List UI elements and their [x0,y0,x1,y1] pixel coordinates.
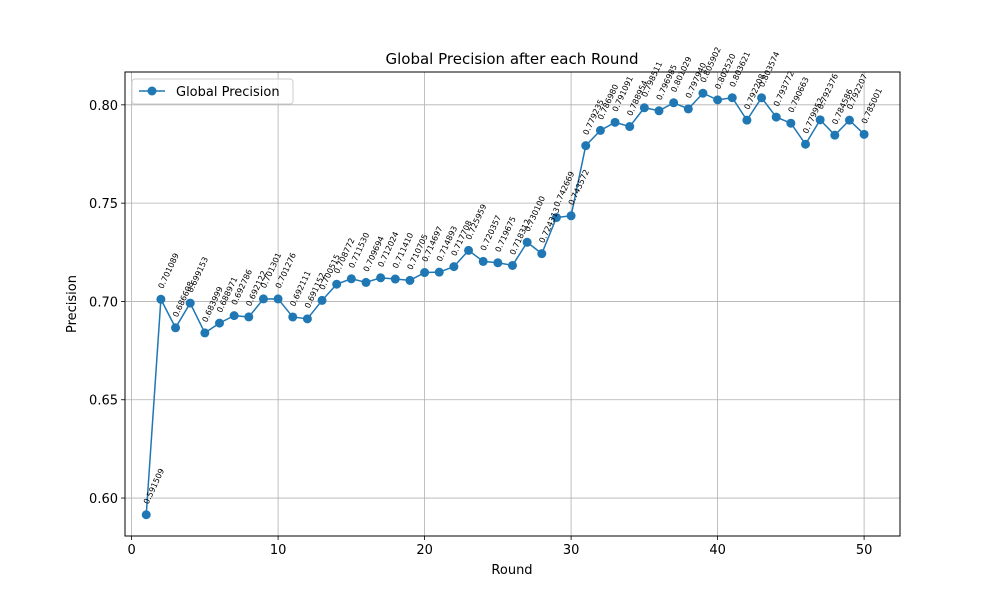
axis-ticks: 0 10 20 30 40 50 0.60 0.65 0.70 0.75 0.80 [89,99,872,558]
x-tick-label: 20 [416,543,433,558]
data-point [200,328,210,338]
data-point [449,262,459,272]
data-point [317,295,327,305]
x-tick-label: 10 [270,543,287,558]
data-point [478,256,488,266]
data-point [654,106,664,116]
y-tick-label: 0.65 [89,394,118,409]
data-point [258,294,268,304]
data-point [610,117,620,127]
y-tick-label: 0.80 [89,99,118,114]
data-point [171,323,181,333]
legend: Global Precision [131,78,294,105]
x-tick-label: 30 [563,543,580,558]
y-tick-label: 0.75 [89,197,118,212]
data-point [273,294,283,304]
data-point [434,267,444,277]
data-point [566,211,576,221]
data-point [244,312,254,322]
data-point [625,122,635,132]
data-point [508,260,517,270]
data-point [537,249,547,259]
data-point [229,311,239,321]
data-point [288,312,298,322]
data-point [332,279,342,289]
data-point [713,95,723,105]
data-point [346,274,356,284]
data-point [727,93,737,103]
data-point [830,130,840,140]
chart-title: Global Precision after each Round [386,50,639,68]
data-point [551,213,561,223]
data-point [376,273,386,283]
data-point [801,139,811,149]
data-point [522,237,532,247]
data-point [683,104,693,114]
data-point [771,112,781,122]
legend-box [131,78,294,105]
data-point [405,275,415,285]
data-point [581,141,591,151]
y-tick-label: 0.70 [89,295,118,310]
data-point [464,245,474,255]
data-point [595,125,605,135]
data-point [420,268,430,278]
series-layer [141,88,869,520]
data-point [698,88,708,98]
data-point [214,318,224,328]
y-tick-label: 0.60 [89,492,118,507]
data-point [815,115,825,125]
data-point [639,103,649,113]
data-point [757,93,767,103]
legend-marker-swatch [147,86,157,96]
x-tick-label: 50 [856,543,873,558]
grid [125,72,900,536]
x-axis-label: Round [491,563,532,578]
data-point [141,510,151,520]
data-point [669,98,679,108]
data-point [844,115,854,125]
data-point [742,115,752,125]
data-point [859,129,869,139]
data-point [361,277,371,287]
plot-frame [124,71,901,537]
data-point [786,118,796,128]
data-point [185,298,195,308]
data-point [390,274,400,284]
data-point [302,314,312,324]
x-tick-label: 40 [709,543,726,558]
data-point [493,258,503,268]
data-point [156,294,166,304]
legend-label: Global Precision [176,85,280,100]
y-axis-label: Precision [65,275,80,333]
x-tick-label: 0 [127,543,135,558]
